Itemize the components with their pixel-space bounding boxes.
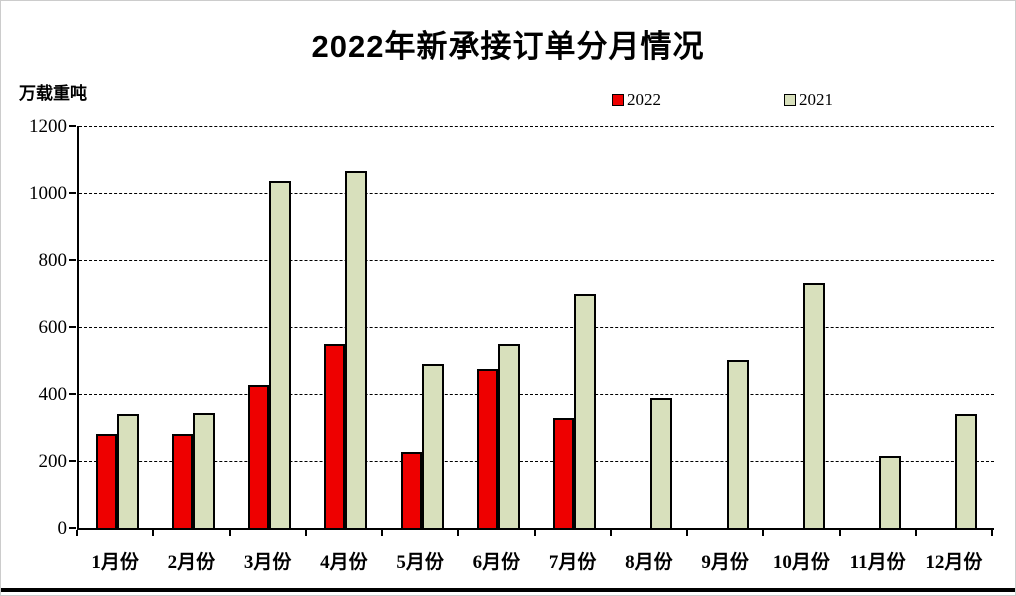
x-axis-tick-2 xyxy=(228,530,231,536)
bar-2022-7月份 xyxy=(553,418,575,528)
x-axis-label-7月份: 7月份 xyxy=(548,552,597,573)
x-axis-tick-5 xyxy=(457,530,460,536)
bar-2022-6月份 xyxy=(476,369,498,528)
bar-2021-8月份 xyxy=(650,398,673,528)
bar-2021-6月份 xyxy=(497,344,520,528)
gridline-600 xyxy=(79,327,994,328)
category-group-3月份 xyxy=(232,126,308,528)
x-axis-tick-9 xyxy=(762,530,765,536)
bar-2021-5月份 xyxy=(421,364,444,528)
x-axis-label-5月份: 5月份 xyxy=(396,552,444,573)
x-axis-label-4月份: 4月份 xyxy=(320,552,368,573)
x-axis-tick-6 xyxy=(533,530,536,536)
x-axis-labels: 1月份 2月份 3月份 4月份 5月份 6月份 7月份 8月份 9月份 10月份 11月份 12月份 xyxy=(77,547,992,573)
bar-2021-3月份 xyxy=(269,181,292,528)
category-group-8月份 xyxy=(613,126,689,528)
bar-2022-3月份 xyxy=(248,385,270,528)
x-axis-label-9月份: 9月份 xyxy=(701,552,749,573)
plot-area xyxy=(77,126,994,530)
x-axis-tick-10 xyxy=(838,530,841,536)
category-group-11月份 xyxy=(842,126,918,528)
category-group-6月份 xyxy=(460,126,536,528)
bar-2021-11月份 xyxy=(879,456,902,528)
category-group-12月份 xyxy=(918,126,994,528)
category-group-1月份 xyxy=(79,126,155,528)
legend-item-2021: 2021 xyxy=(784,91,833,109)
y-axis-label-1000: 1000 xyxy=(29,183,67,204)
gridline-200 xyxy=(79,461,994,462)
y-axis-label-1200: 1200 xyxy=(29,116,67,137)
gridline-800 xyxy=(79,260,994,261)
y-axis-label-0: 0 xyxy=(57,518,68,539)
y-axis-label-400: 400 xyxy=(38,384,68,405)
bar-2021-12月份 xyxy=(955,414,978,528)
x-axis-label-1月份: 1月份 xyxy=(91,552,139,573)
x-axis-label-6月份: 6月份 xyxy=(472,552,521,573)
y-axis-label-200: 200 xyxy=(38,451,68,472)
bar-2021-7月份 xyxy=(574,294,597,528)
y-axis-unit-label: 万载重吨 xyxy=(19,84,87,103)
bar-2022-1月份 xyxy=(95,434,117,528)
x-axis-tick-8 xyxy=(686,530,688,536)
bar-2021-10月份 xyxy=(802,283,825,528)
y-axis-label-600: 600 xyxy=(38,317,68,338)
bottom-border-line xyxy=(1,588,1015,592)
x-axis-label-12月份: 12月份 xyxy=(925,552,983,573)
x-axis-tick-4 xyxy=(381,530,383,536)
y-axis-tick-0 xyxy=(69,527,76,529)
category-group-7月份 xyxy=(537,126,613,528)
y-axis-label-800: 800 xyxy=(38,250,68,271)
x-axis-tick-7 xyxy=(609,530,612,536)
x-axis-tick-11 xyxy=(914,530,917,536)
y-axis-tick-1200 xyxy=(69,125,76,127)
bar-2022-2月份 xyxy=(171,434,193,528)
y-axis-tick-800 xyxy=(69,259,76,261)
gridline-400 xyxy=(79,394,994,395)
chart-title: 2022年新承接订单分月情况 xyxy=(311,29,705,64)
x-axis-tick-12 xyxy=(991,530,993,536)
x-axis-label-2月份: 2月份 xyxy=(167,552,216,573)
x-axis-label-3月份: 3月份 xyxy=(243,552,292,573)
bar-2021-9月份 xyxy=(726,360,749,528)
x-axis-tick-0 xyxy=(76,530,78,536)
legend-label-2021: 2021 xyxy=(799,90,833,109)
x-axis-tick-1 xyxy=(152,530,155,536)
category-group-2月份 xyxy=(155,126,231,528)
y-axis-tick-1000 xyxy=(69,192,76,194)
category-group-5月份 xyxy=(384,126,460,528)
bar-2021-1月份 xyxy=(116,414,139,528)
y-axis-tick-400 xyxy=(69,393,76,395)
bar-2021-2月份 xyxy=(192,413,215,528)
legend-label-2022: 2022 xyxy=(627,90,661,109)
bar-2022-5月份 xyxy=(400,452,422,528)
gridline-1000 xyxy=(79,193,994,194)
y-axis-tick-200 xyxy=(69,460,76,462)
x-axis-label-8月份: 8月份 xyxy=(625,552,673,573)
bar-2022-4月份 xyxy=(324,344,346,528)
category-group-9月份 xyxy=(689,126,765,528)
bar-2021-4月份 xyxy=(345,171,368,528)
y-axis-tick-600 xyxy=(69,326,76,328)
legend-item-2022: 2022 xyxy=(612,91,661,109)
category-group-10月份 xyxy=(765,126,841,528)
x-axis-label-10月份: 10月份 xyxy=(772,552,830,573)
legend-swatch-2022 xyxy=(612,94,624,106)
category-group-4月份 xyxy=(308,126,384,528)
x-axis-label-11月份: 11月份 xyxy=(849,552,906,573)
x-axis-tick-3 xyxy=(304,530,307,536)
gridline-1200 xyxy=(79,126,994,127)
legend: 2022 2021 xyxy=(1,91,1015,111)
legend-swatch-2021 xyxy=(784,94,796,106)
